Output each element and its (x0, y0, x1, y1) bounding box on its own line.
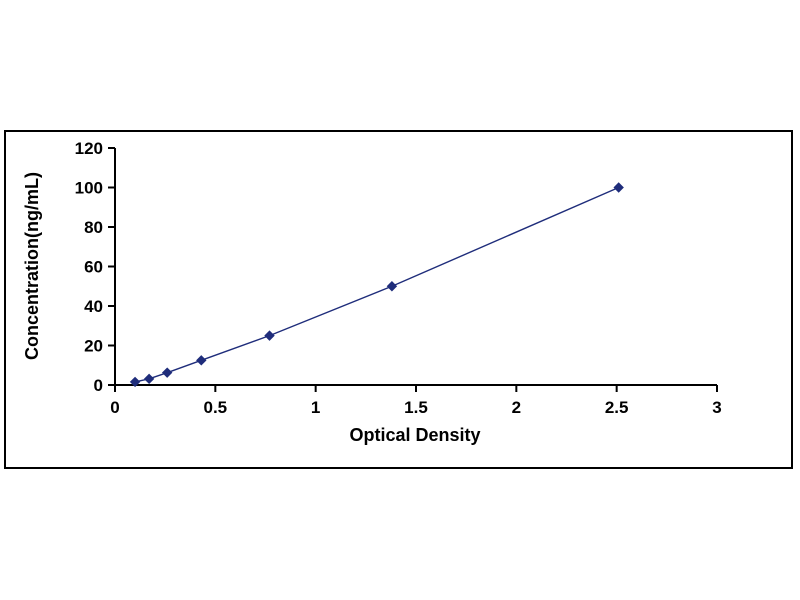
y-tick-label: 100 (75, 179, 103, 198)
x-tick-label: 2 (512, 398, 521, 417)
data-point-marker (386, 281, 398, 292)
data-point-marker (161, 367, 173, 378)
x-tick-label: 2.5 (605, 398, 629, 417)
y-tick-label: 60 (84, 258, 103, 277)
y-tick-label: 0 (94, 376, 103, 395)
axes (114, 148, 717, 386)
x-tick-label: 1.5 (404, 398, 428, 417)
data-point-marker (129, 376, 141, 388)
data-point-marker (143, 373, 155, 385)
chart-frame: Concentration(ng/mL) Optical Density 0 0.… (4, 130, 793, 469)
x-tick-label: 0 (110, 398, 119, 417)
x-tick-label: 0.5 (204, 398, 228, 417)
x-tick-label: 1 (311, 398, 320, 417)
data-point-marker (264, 330, 275, 341)
y-axis-label: Concentration(ng/mL) (22, 172, 42, 360)
x-tick-label: 3 (712, 398, 721, 417)
standard-curve-chart: Concentration(ng/mL) Optical Density 0 0.… (22, 139, 722, 445)
y-tick-label: 120 (75, 139, 103, 158)
y-tick-label: 40 (84, 297, 103, 316)
data-point-marker (196, 355, 207, 366)
x-axis-label: Optical Density (349, 425, 480, 445)
data-series (129, 182, 624, 388)
data-point-marker (613, 182, 624, 193)
tick-marks-and-labels: 0 0.5 1 1.5 2 2.5 3 0 20 40 60 80 100 120 (75, 139, 722, 417)
standard-curve-line (134, 186, 619, 383)
y-tick-label: 80 (84, 218, 103, 237)
y-tick-label: 20 (84, 337, 103, 356)
